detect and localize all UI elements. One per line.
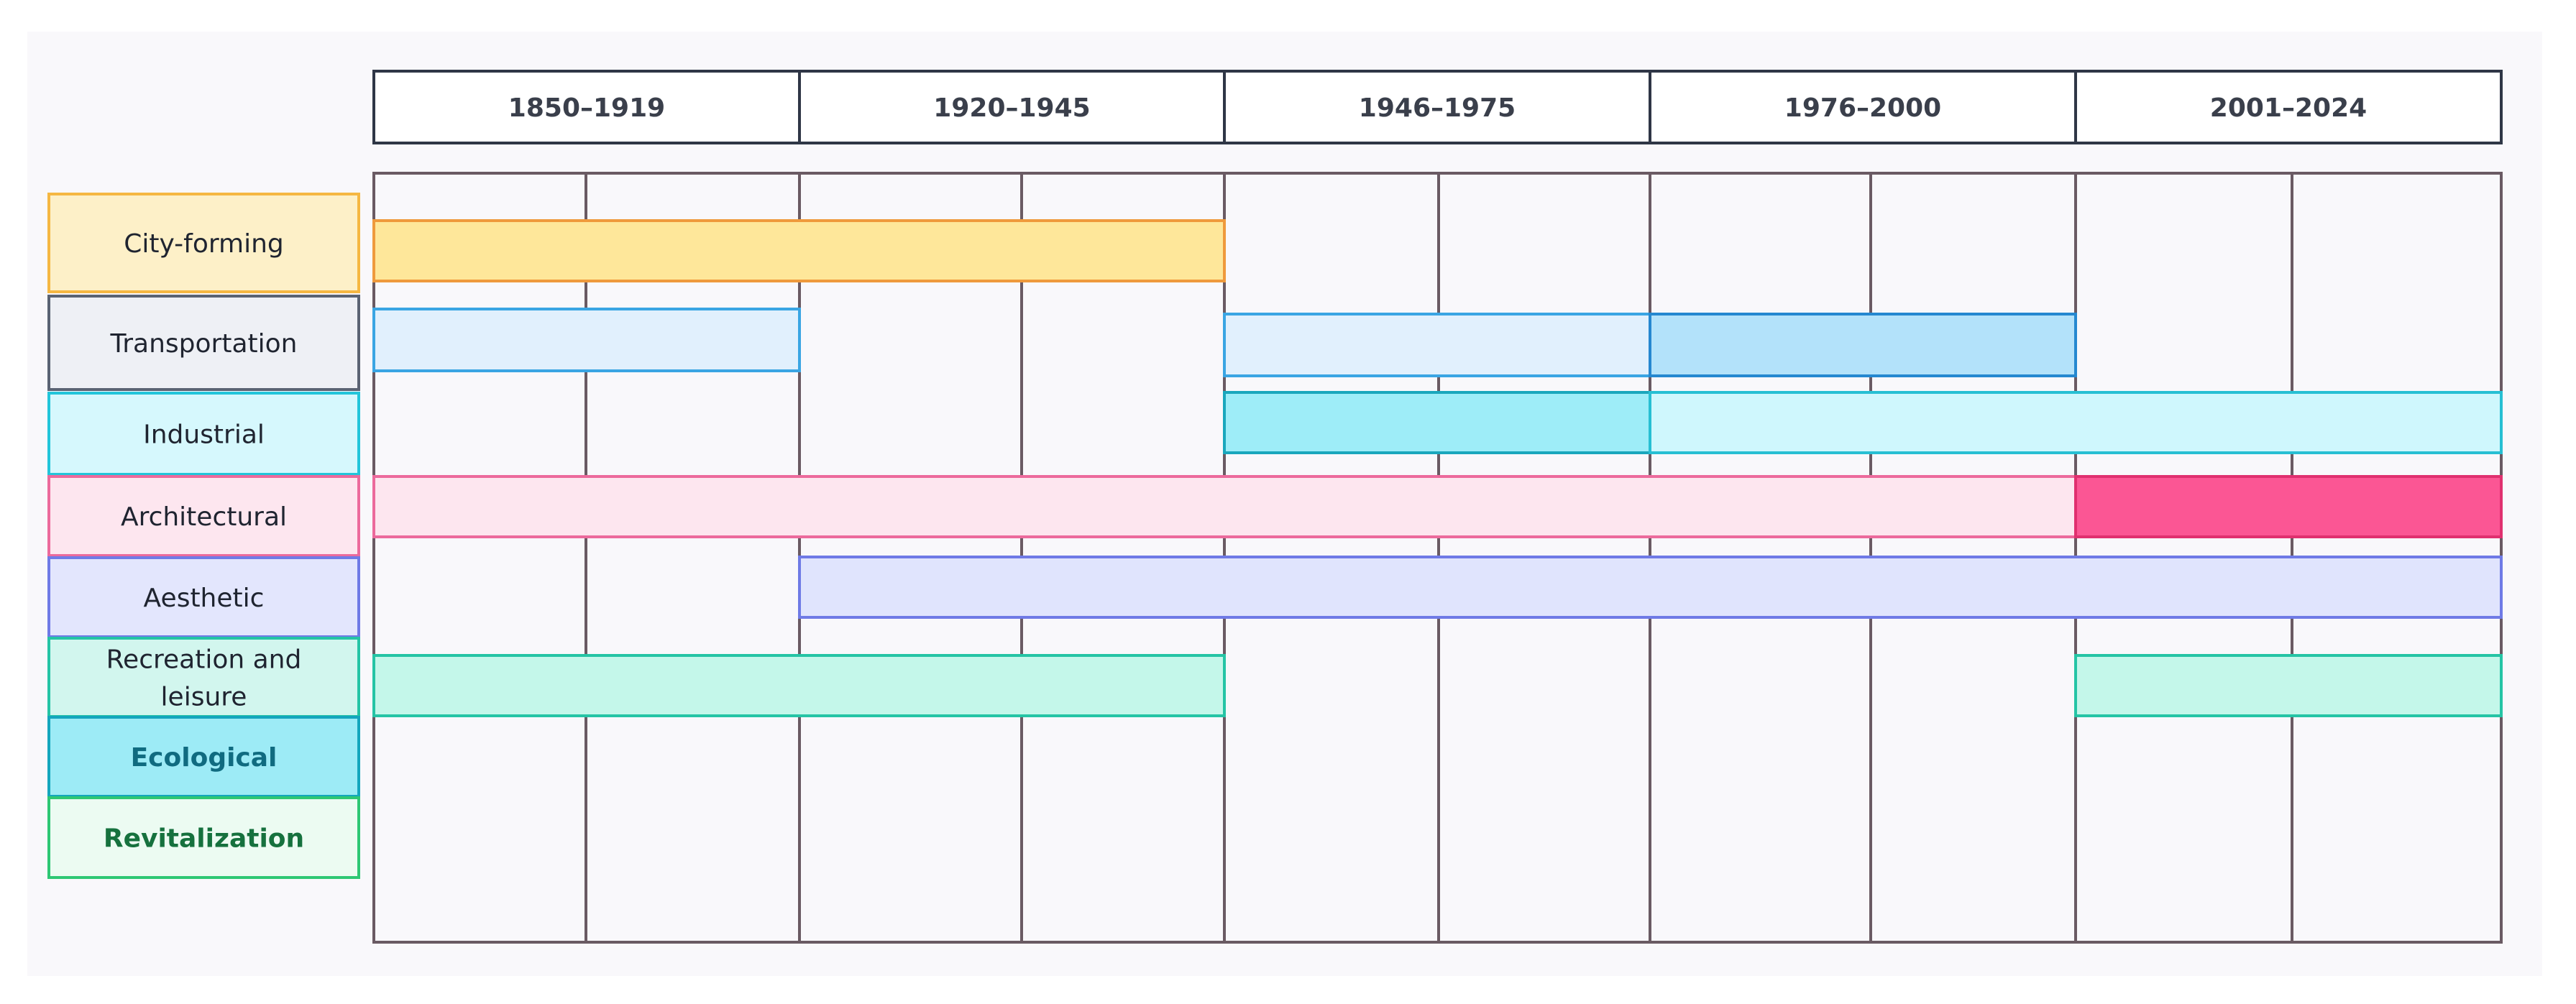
bar-transportation-0 bbox=[372, 308, 801, 372]
timeline-bars bbox=[372, 219, 2503, 717]
category-box-aesthetic bbox=[47, 556, 360, 638]
period-header-cell bbox=[2074, 70, 2503, 144]
category-box-ecological bbox=[47, 716, 360, 798]
bar-architectural-0 bbox=[372, 475, 2077, 538]
period-header-cell bbox=[372, 70, 801, 144]
category-label-recreation-and-leisure: Recreation and bbox=[106, 645, 302, 675]
category-labels: City-forming Transportation Industrial Arch… bbox=[47, 193, 360, 879]
bar-transportation-3 bbox=[1649, 313, 2077, 377]
bar-architectural-4 bbox=[2074, 475, 2503, 538]
category-label-industrial: Industrial bbox=[143, 420, 265, 450]
bar-industrial-3 bbox=[1649, 391, 2503, 454]
category-label-aesthetic: Aesthetic bbox=[144, 584, 265, 613]
period-header-label: 1850–1919 bbox=[508, 93, 665, 123]
category-box-city-forming bbox=[47, 193, 360, 293]
period-header-row: 1850–1919 1920–1945 1946–1975 1976–2000 2001… bbox=[372, 70, 2503, 144]
category-label-recreation-and-leisure: leisure bbox=[161, 683, 247, 712]
bar-aesthetic-1 bbox=[798, 556, 2503, 619]
bar-recreation-and-leisure-0 bbox=[372, 654, 1226, 717]
bar-city-forming-0 bbox=[372, 219, 1226, 282]
bar-recreation-and-leisure-4 bbox=[2074, 654, 2503, 717]
category-box-industrial bbox=[47, 392, 360, 476]
period-header-label: 1976–2000 bbox=[1784, 93, 1941, 123]
category-box-transportation bbox=[47, 295, 360, 391]
category-label-transportation: Transportation bbox=[110, 329, 298, 359]
category-label-revitalization: Revitalization bbox=[104, 824, 304, 854]
period-header-cell bbox=[1649, 70, 2077, 144]
period-header-cell bbox=[1223, 70, 1651, 144]
category-label-architectural: Architectural bbox=[121, 502, 287, 532]
period-header-label: 1946–1975 bbox=[1359, 93, 1516, 123]
period-header-label: 2001–2024 bbox=[2210, 93, 2367, 123]
bar-transportation-2 bbox=[1223, 313, 1651, 377]
period-header-cell bbox=[798, 70, 1226, 144]
category-box-architectural bbox=[47, 475, 360, 557]
category-label-city-forming: City-forming bbox=[124, 229, 284, 259]
category-box-revitalization bbox=[47, 796, 360, 879]
bar-industrial-2 bbox=[1223, 391, 1651, 454]
period-header-label: 1920–1945 bbox=[933, 93, 1090, 123]
category-label-ecological: Ecological bbox=[131, 743, 278, 773]
